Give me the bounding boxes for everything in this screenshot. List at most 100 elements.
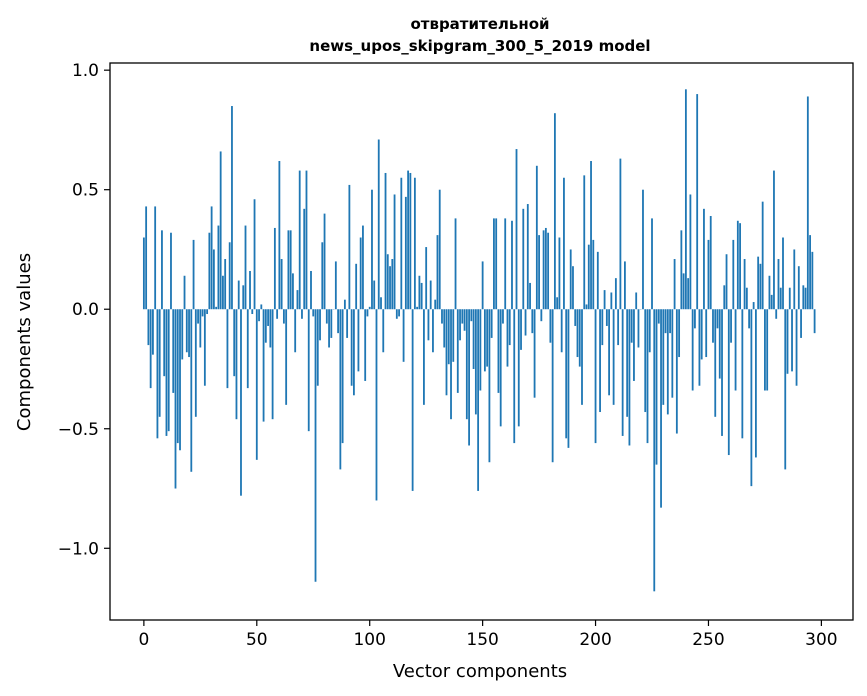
bar <box>404 196 407 310</box>
bar <box>750 309 753 487</box>
bar <box>684 89 687 310</box>
bar <box>813 309 816 334</box>
bar <box>635 292 638 310</box>
bar <box>513 309 516 444</box>
chart-title-line1: отвратительной <box>410 15 549 33</box>
y-axis-label: Components values <box>14 253 35 431</box>
bar <box>447 309 450 365</box>
bar <box>194 309 197 417</box>
bar <box>219 151 222 310</box>
bar <box>167 309 170 432</box>
bar <box>212 249 215 310</box>
bar <box>269 309 272 348</box>
bar <box>648 309 651 353</box>
bar <box>450 309 452 420</box>
bar <box>235 309 238 420</box>
bar <box>285 309 288 405</box>
bar <box>493 218 495 310</box>
bar <box>334 261 337 310</box>
bar <box>330 309 333 338</box>
bar <box>761 201 764 310</box>
bar <box>393 194 396 310</box>
bar <box>411 309 414 491</box>
y-axis-ticks: 1.0 0.5 0.0 −0.5 −1.0 <box>58 61 110 559</box>
bar <box>809 235 811 310</box>
bar <box>258 309 260 322</box>
bar <box>312 309 315 317</box>
bar <box>337 309 339 334</box>
bar <box>504 218 507 310</box>
bar <box>777 259 780 310</box>
bar <box>569 249 572 310</box>
bar <box>673 259 676 310</box>
bar <box>730 309 732 343</box>
bar <box>192 239 195 310</box>
bar <box>208 232 211 310</box>
bar <box>664 309 667 334</box>
bar <box>716 309 719 329</box>
bar <box>725 254 728 310</box>
bar <box>529 282 531 310</box>
bar <box>791 309 793 372</box>
bar <box>707 239 710 310</box>
bar <box>666 309 669 415</box>
y-tick-label: 1.0 <box>72 61 99 81</box>
bar <box>303 208 306 310</box>
bar <box>215 306 218 310</box>
x-tick-label: 150 <box>466 630 498 650</box>
bar <box>540 309 543 322</box>
bar <box>294 309 297 353</box>
bar <box>811 251 814 310</box>
bar <box>468 309 470 446</box>
bar <box>260 304 263 310</box>
bar <box>267 309 269 326</box>
bar <box>373 280 376 310</box>
bar <box>608 309 610 396</box>
bar <box>486 309 489 367</box>
bar <box>328 309 330 348</box>
bar <box>398 309 400 317</box>
bar <box>655 309 658 465</box>
bar <box>712 309 714 343</box>
bar <box>515 149 518 310</box>
bar <box>531 309 534 334</box>
bar <box>495 218 498 310</box>
bar <box>425 247 428 310</box>
bar <box>624 261 626 310</box>
bar <box>465 309 468 420</box>
bar <box>319 309 321 341</box>
bar <box>768 275 771 310</box>
bar <box>786 309 789 374</box>
bar <box>483 309 486 372</box>
bar <box>651 218 653 310</box>
bar <box>709 216 712 310</box>
bar <box>463 309 466 331</box>
bar <box>802 285 805 310</box>
bar <box>800 309 802 338</box>
bar <box>479 309 482 391</box>
bar <box>174 309 177 489</box>
bar <box>262 309 265 422</box>
bar <box>165 309 168 436</box>
bar <box>549 309 552 343</box>
bar <box>567 309 570 448</box>
bar <box>438 189 441 310</box>
bar <box>456 309 459 393</box>
bar <box>292 273 294 310</box>
bar <box>301 309 303 319</box>
y-tick-label: −0.5 <box>58 420 99 440</box>
bar <box>249 270 251 310</box>
bar <box>276 309 279 319</box>
bar <box>621 309 624 436</box>
bar <box>508 309 511 346</box>
bar <box>413 177 416 310</box>
bar <box>222 275 224 310</box>
bar <box>384 172 387 310</box>
bar <box>273 227 276 310</box>
bar <box>197 309 199 324</box>
bar <box>224 259 227 310</box>
bar <box>700 309 703 360</box>
bar <box>806 96 809 310</box>
bar <box>156 309 159 439</box>
bar <box>734 309 737 391</box>
